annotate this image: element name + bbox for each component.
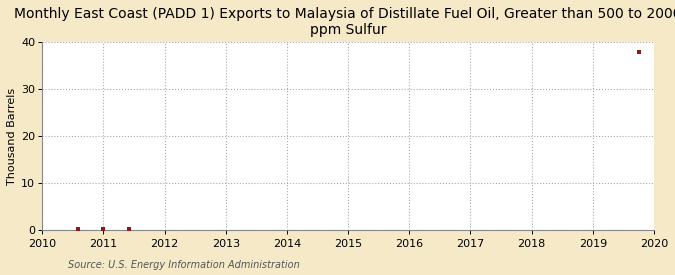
Point — [98, 227, 109, 231]
Point — [72, 227, 83, 231]
Point — [633, 50, 644, 54]
Y-axis label: Thousand Barrels: Thousand Barrels — [7, 88, 17, 185]
Text: Source: U.S. Energy Information Administration: Source: U.S. Energy Information Administ… — [68, 260, 299, 270]
Title: Monthly East Coast (PADD 1) Exports to Malaysia of Distillate Fuel Oil, Greater : Monthly East Coast (PADD 1) Exports to M… — [14, 7, 675, 37]
Point — [124, 227, 134, 231]
